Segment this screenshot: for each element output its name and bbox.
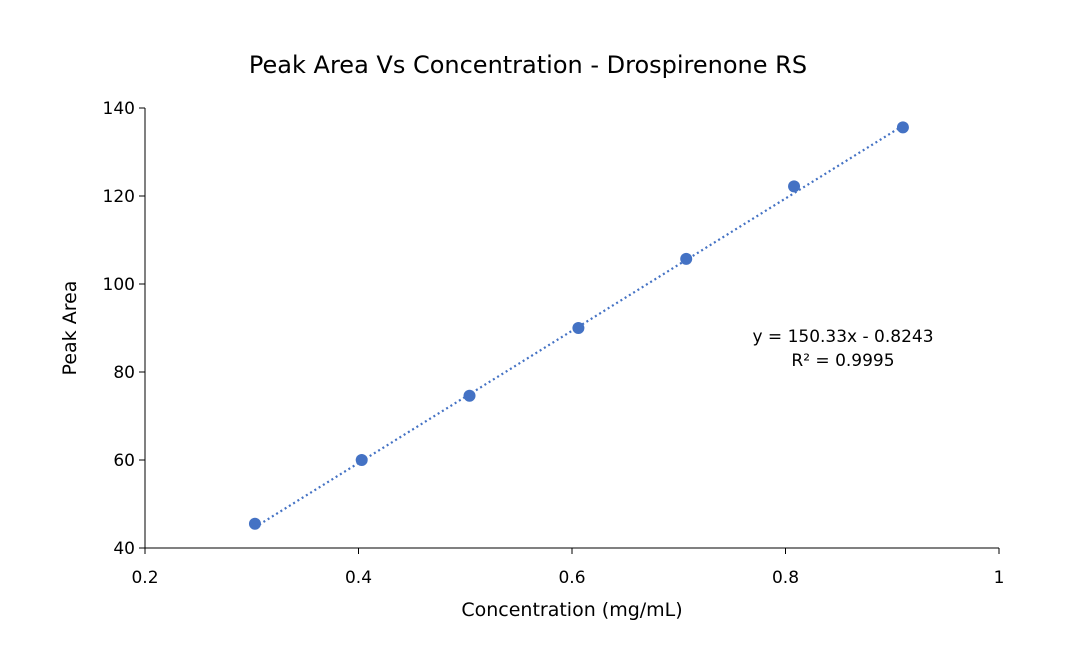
- x-tick-label: 0.6: [558, 568, 585, 588]
- x-tick-label: 0.2: [131, 568, 158, 588]
- y-tick-label: 60: [113, 451, 135, 471]
- chart-title: Peak Area Vs Concentration - Drospirenon…: [249, 51, 807, 79]
- data-point: [572, 322, 585, 334]
- data-point: [680, 252, 693, 265]
- r-squared-label: R² = 0.9995: [791, 351, 894, 371]
- data-point: [896, 121, 909, 134]
- y-tick-label: 120: [103, 187, 135, 207]
- data-point: [248, 517, 261, 530]
- y-axis-label: Peak Area: [59, 281, 81, 376]
- data-points: [248, 121, 909, 530]
- data-point: [788, 180, 801, 193]
- x-axis-label: Concentration (mg/mL): [461, 599, 682, 621]
- y-tick-label: 100: [103, 275, 135, 295]
- data-point: [463, 389, 476, 402]
- x-tick-label: 1: [994, 568, 1005, 588]
- x-tick-label: 0.4: [345, 568, 372, 588]
- y-tick-label: 140: [103, 99, 135, 119]
- x-tick-label: 0.8: [772, 568, 799, 588]
- data-point: [355, 454, 368, 466]
- y-tick-label: 40: [113, 539, 135, 559]
- trendline-equation: y = 150.33x - 0.8243: [752, 327, 933, 347]
- y-tick-label: 80: [113, 363, 135, 383]
